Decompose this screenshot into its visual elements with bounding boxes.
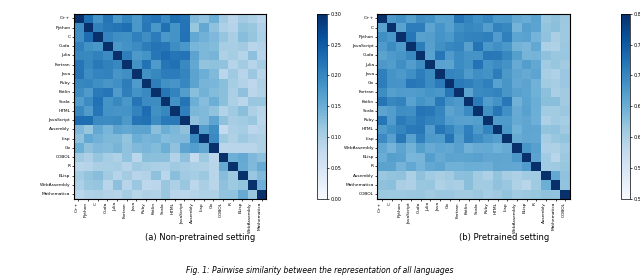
Text: (b) Pretrained setting: (b) Pretrained setting (459, 233, 549, 242)
Text: (a) Non-pretrained setting: (a) Non-pretrained setting (145, 233, 255, 242)
Text: Fig. 1: Pairwise similarity between the representation of all languages: Fig. 1: Pairwise similarity between the … (186, 266, 454, 275)
